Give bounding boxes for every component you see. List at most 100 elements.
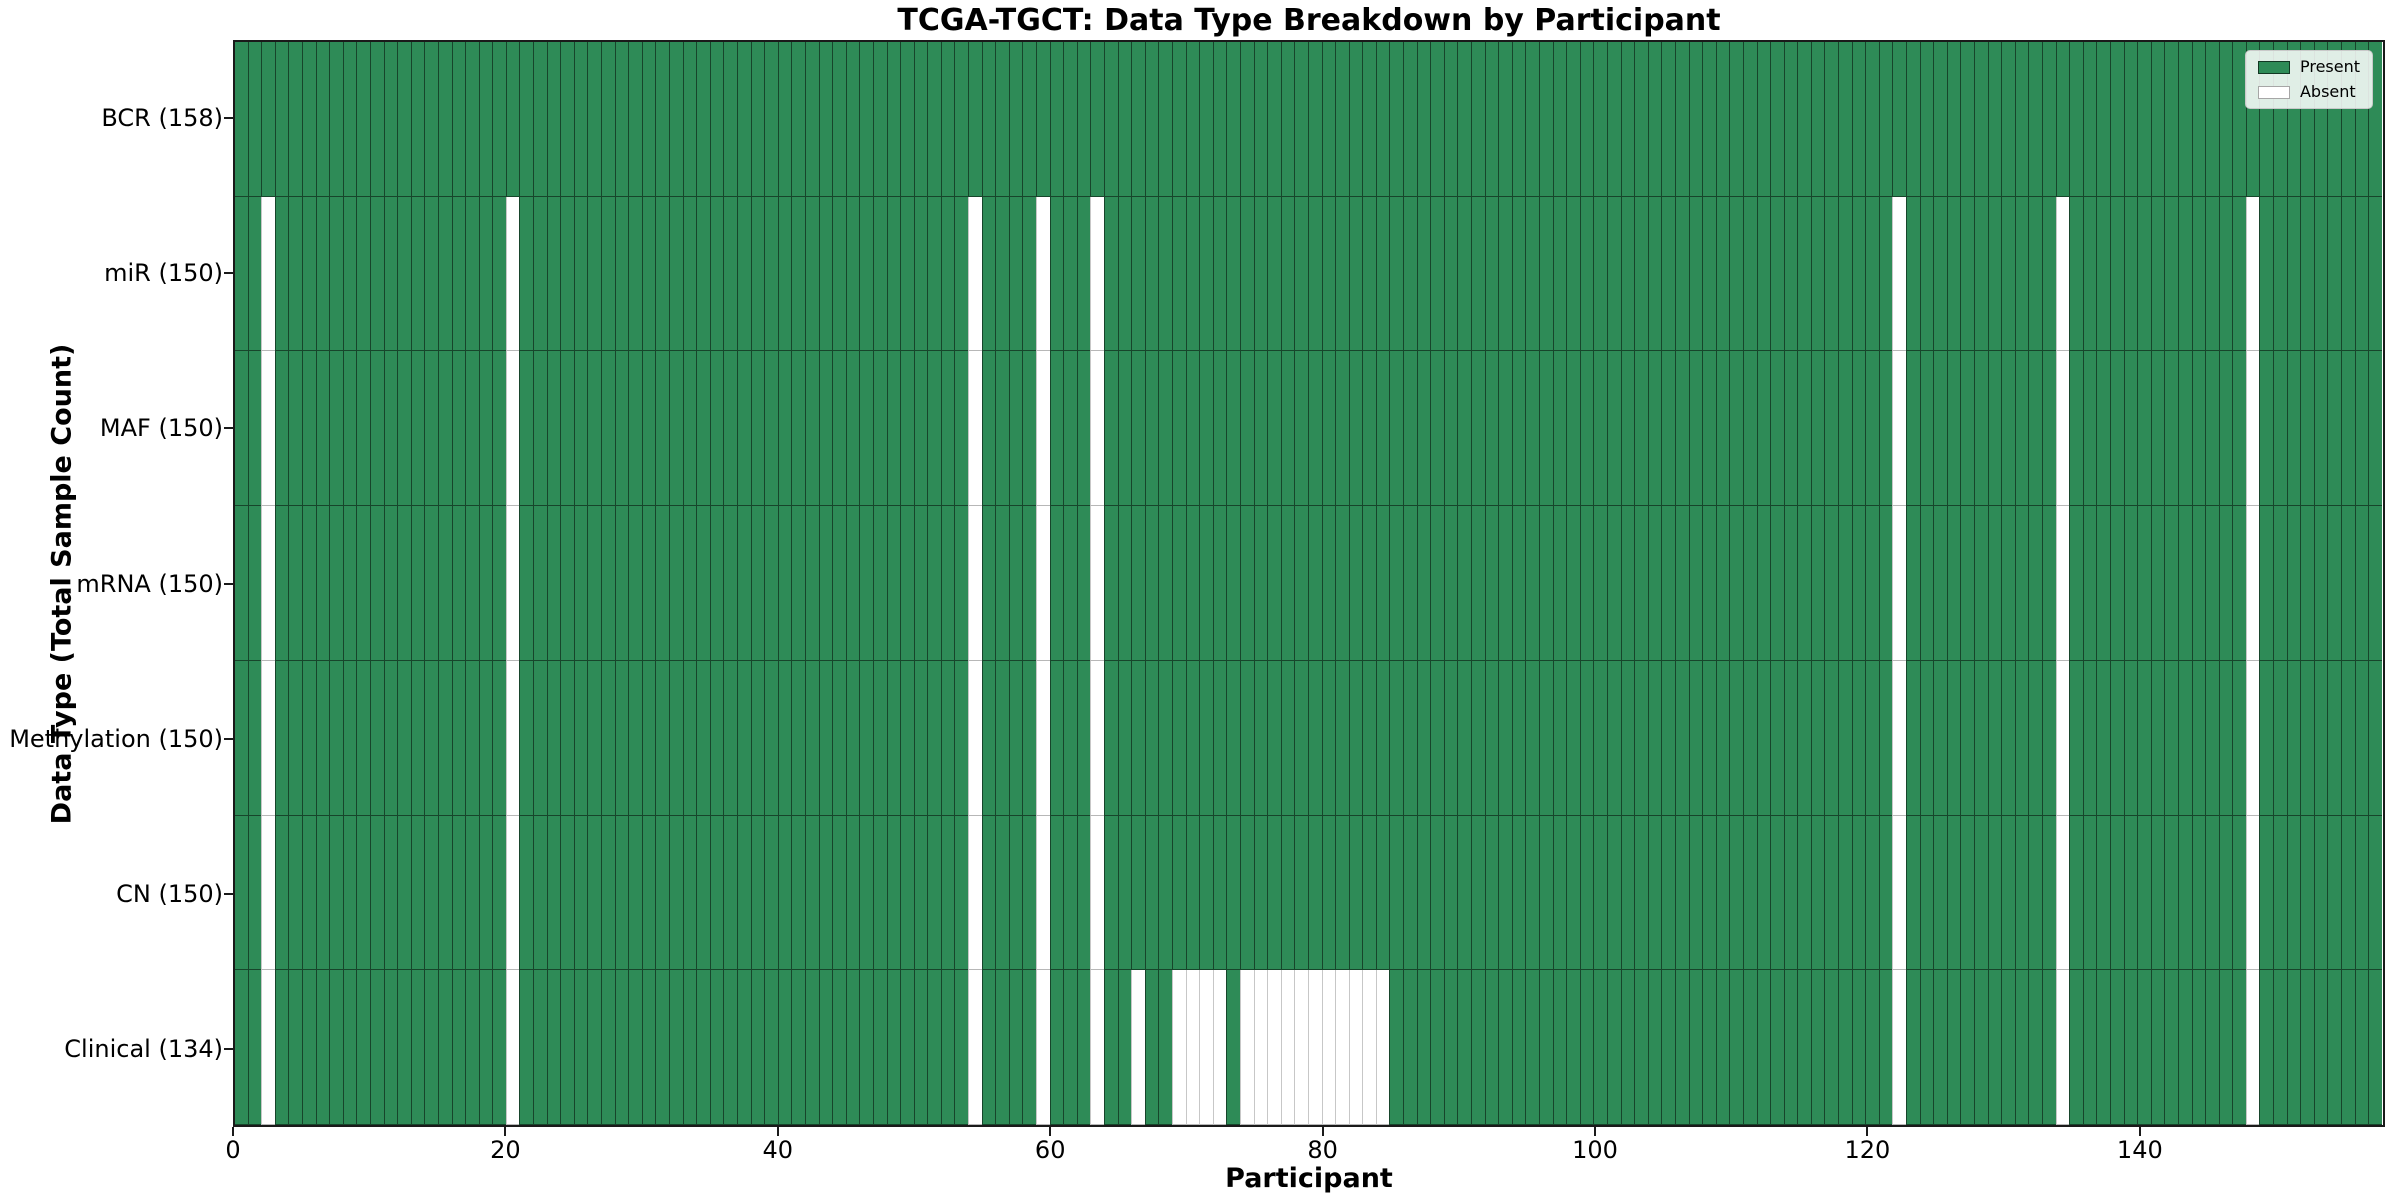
heatmap-cell [1239, 42, 1254, 197]
heatmap-cell [1511, 970, 1526, 1126]
heatmap-cell [288, 42, 302, 197]
heatmap-cell [995, 660, 1009, 816]
heatmap-cell [1838, 351, 1852, 507]
y-tick-label: Clinical (134) [64, 1035, 223, 1064]
heatmap-cell [1674, 970, 1689, 1126]
heatmap-cell [777, 815, 792, 971]
heatmap-cell [940, 660, 955, 816]
heatmap-cell [791, 196, 805, 352]
heatmap-cell [1185, 815, 1200, 971]
heatmap-cell [1049, 970, 1064, 1126]
heatmap-cell [1933, 351, 1947, 507]
heatmap-cell [2069, 42, 2083, 197]
heatmap-cell [1511, 506, 1526, 661]
heatmap-cell [1253, 506, 1268, 661]
heatmap-cell [505, 660, 520, 816]
legend-swatch-absent [2257, 85, 2290, 99]
heatmap-cell [1974, 970, 1988, 1126]
heatmap-cell [1090, 970, 1104, 1126]
heatmap-cell [1851, 351, 1866, 507]
heatmap-cell [560, 660, 574, 816]
heatmap-cell [2137, 660, 2151, 816]
heatmap-cell [1634, 815, 1648, 971]
heatmap-cell [1878, 196, 1893, 352]
heatmap-cell [2150, 815, 2165, 971]
heatmap-cell [601, 815, 615, 971]
heatmap-cell [315, 42, 330, 197]
heatmap-cell [954, 506, 969, 661]
heatmap-cell [492, 196, 506, 352]
heatmap-cell [505, 506, 520, 661]
heatmap-row [235, 970, 2383, 1126]
heatmap-cell [1294, 506, 1308, 661]
heatmap-cell [1036, 660, 1050, 816]
x-tick-label: 120 [1844, 1136, 1891, 1164]
heatmap-cell [900, 815, 914, 971]
heatmap-cell [451, 970, 466, 1126]
heatmap-cell [560, 506, 574, 661]
heatmap-cell [655, 351, 669, 507]
heatmap-cell [1267, 351, 1281, 507]
heatmap-cell [2368, 506, 2382, 661]
heatmap-cell [1036, 815, 1050, 971]
heatmap-cell [1579, 196, 1594, 352]
heatmap-cell [465, 196, 479, 352]
heatmap-cell [1199, 196, 1213, 352]
heatmap-cell [2368, 970, 2382, 1126]
heatmap-cell [655, 196, 669, 352]
heatmap-cell [235, 506, 248, 661]
heatmap-cell [1430, 660, 1444, 816]
heatmap-cell [1729, 351, 1743, 507]
heatmap-cell [601, 196, 615, 352]
heatmap-cell [1253, 196, 1268, 352]
heatmap-cell [995, 815, 1009, 971]
heatmap-cell [1457, 970, 1472, 1126]
heatmap-cell [329, 42, 343, 197]
heatmap-cell [1742, 815, 1757, 971]
heatmap-cell [968, 351, 982, 507]
heatmap-cell [2313, 815, 2328, 971]
heatmap-cell [655, 660, 669, 816]
heatmap-cell [1946, 351, 1961, 507]
heatmap-cell [1185, 506, 1200, 661]
heatmap-cell [1810, 42, 1825, 197]
heatmap-cell [1511, 196, 1526, 352]
heatmap-cell [2028, 506, 2042, 661]
heatmap-cell [1076, 196, 1091, 352]
heatmap-cell [1430, 196, 1444, 352]
heatmap-cell [2164, 196, 2178, 352]
heatmap-cell [1539, 815, 1553, 971]
heatmap-cell [1742, 351, 1757, 507]
heatmap-cell [1280, 42, 1295, 197]
heatmap-cell [1838, 196, 1852, 352]
heatmap-cell [1946, 660, 1961, 816]
y-tick-label: BCR (158) [101, 103, 223, 132]
heatmap-cell [1403, 351, 1417, 507]
heatmap-cell [2205, 660, 2219, 816]
heatmap-cell [995, 351, 1009, 507]
heatmap-cell [1674, 506, 1689, 661]
heatmap-cell [1634, 506, 1648, 661]
heatmap-cell [2232, 660, 2246, 816]
heatmap-cell [1783, 815, 1798, 971]
heatmap-cell [1729, 815, 1743, 971]
heatmap-cell [424, 196, 438, 352]
heatmap-cell [1335, 506, 1349, 661]
heatmap-cell [696, 196, 710, 352]
heatmap-cell [1674, 351, 1689, 507]
heatmap-cell [274, 506, 289, 661]
heatmap-cell [2341, 660, 2355, 816]
heatmap-cell [2313, 196, 2328, 352]
y-tick-mark [224, 271, 233, 274]
heatmap-cell [1022, 196, 1037, 352]
heatmap-cell [2286, 970, 2301, 1126]
heatmap-cell [669, 42, 683, 197]
heatmap-cell [655, 815, 669, 971]
heatmap-cell [859, 42, 873, 197]
heatmap-cell [1960, 196, 1974, 352]
heatmap-cell [723, 815, 737, 971]
heatmap-cell [2273, 815, 2287, 971]
heatmap-cell [410, 815, 425, 971]
heatmap-cell [1144, 196, 1159, 352]
heatmap-cell [995, 196, 1009, 352]
